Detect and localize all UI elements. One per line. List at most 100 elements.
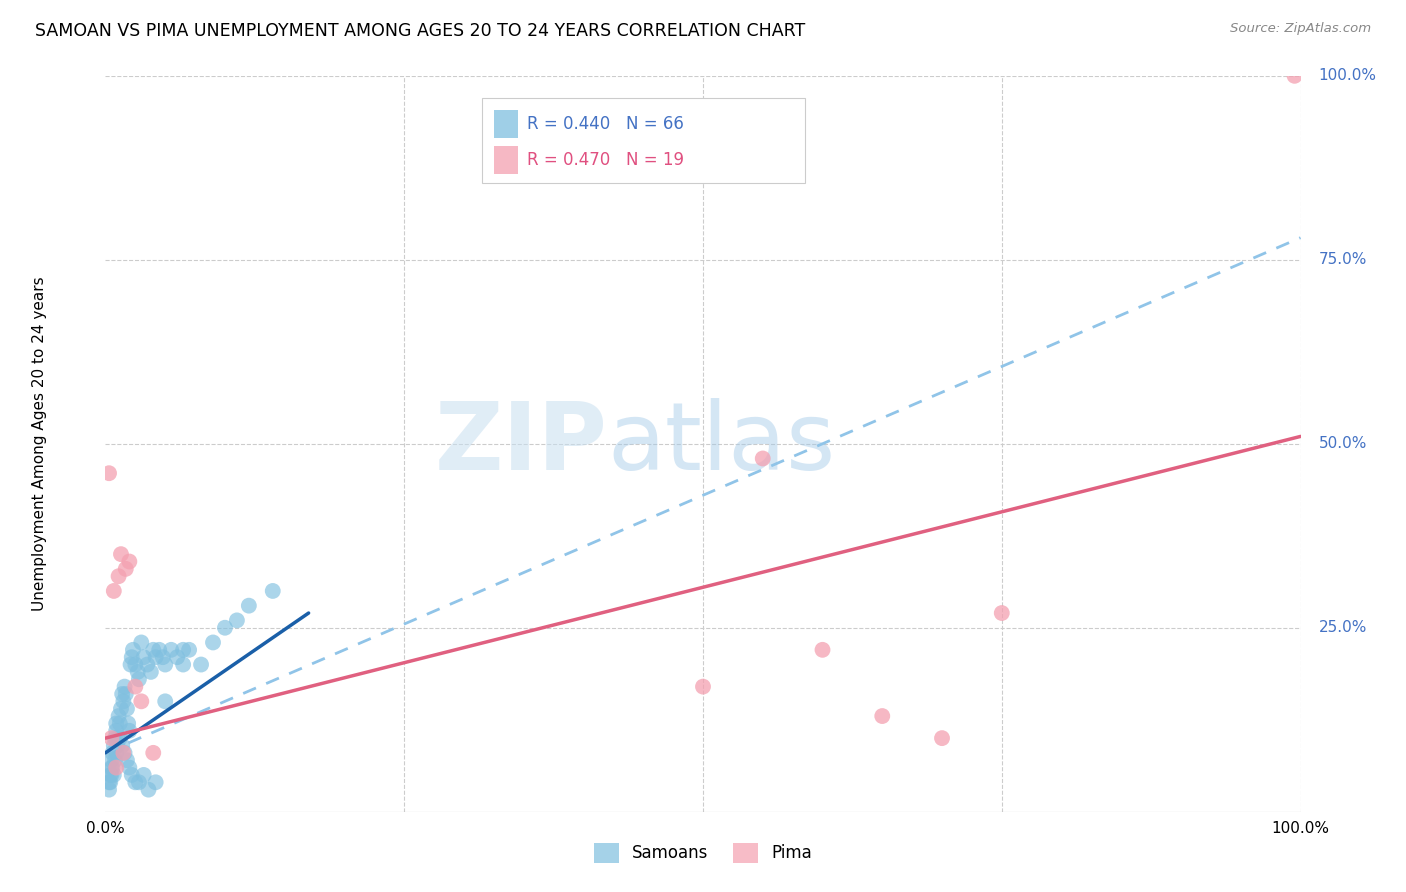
Pima [114, 562, 136, 576]
Samoans [114, 687, 136, 701]
Text: 100.0%: 100.0% [1319, 69, 1376, 83]
Pima [124, 680, 146, 694]
Text: 50.0%: 50.0% [1319, 436, 1367, 451]
Text: 25.0%: 25.0% [1319, 620, 1367, 635]
Samoans [172, 642, 194, 657]
Samoans [120, 657, 142, 672]
Samoans [160, 642, 183, 657]
Samoans [121, 650, 143, 665]
Samoans [129, 635, 153, 649]
Samoans [153, 657, 177, 672]
Samoans [132, 650, 155, 665]
Text: atlas: atlas [607, 398, 835, 490]
Samoans [107, 709, 129, 723]
Samoans [128, 775, 150, 789]
Samoans [108, 731, 131, 746]
Samoans [177, 642, 201, 657]
Samoans [172, 657, 194, 672]
Pima [105, 760, 128, 774]
Samoans [100, 768, 122, 782]
Samoans [152, 650, 174, 665]
Pima [129, 694, 153, 708]
Text: 75.0%: 75.0% [1319, 252, 1367, 268]
Samoans [238, 599, 260, 613]
Pima [811, 642, 834, 657]
Samoans [132, 768, 155, 782]
Samoans [153, 694, 177, 708]
Text: ZIP: ZIP [434, 398, 607, 490]
Samoans [101, 760, 124, 774]
Text: SAMOAN VS PIMA UNEMPLOYMENT AMONG AGES 20 TO 24 YEARS CORRELATION CHART: SAMOAN VS PIMA UNEMPLOYMENT AMONG AGES 2… [35, 22, 806, 40]
Samoans [138, 782, 160, 797]
Samoans [124, 775, 146, 789]
Samoans [145, 650, 167, 665]
Samoans [127, 665, 149, 679]
Samoans [190, 657, 212, 672]
Samoans [105, 723, 128, 738]
Samoans [100, 760, 122, 774]
Samoans [107, 739, 129, 753]
Samoans [115, 701, 138, 715]
Text: R = 0.470   N = 19: R = 0.470 N = 19 [527, 151, 685, 169]
Text: R = 0.440   N = 66: R = 0.440 N = 66 [527, 115, 685, 134]
Samoans [112, 694, 135, 708]
Samoans [202, 635, 225, 649]
Pima [118, 554, 141, 569]
Pima [931, 731, 953, 746]
Pima [990, 606, 1012, 620]
Samoans [107, 731, 129, 746]
Samoans [139, 665, 162, 679]
Samoans [225, 614, 249, 628]
Samoans [111, 739, 134, 753]
FancyBboxPatch shape [482, 98, 804, 183]
Samoans [214, 621, 236, 635]
Pima [110, 547, 132, 561]
Samoans [104, 731, 127, 746]
Samoans [98, 768, 121, 782]
Pima [107, 569, 129, 583]
Samoans [142, 642, 165, 657]
Samoans [98, 775, 121, 789]
Samoans [118, 760, 141, 774]
Samoans [105, 746, 128, 760]
Samoans [103, 739, 125, 753]
Samoans [136, 657, 159, 672]
Samoans [117, 716, 139, 731]
Samoans [105, 716, 128, 731]
Samoans [114, 680, 136, 694]
Pima [142, 746, 165, 760]
Pima [98, 466, 121, 480]
Samoans [111, 687, 134, 701]
Samoans [148, 642, 170, 657]
Samoans [110, 701, 132, 715]
Text: Unemployment Among Ages 20 to 24 years: Unemployment Among Ages 20 to 24 years [32, 277, 48, 611]
Pima [103, 584, 125, 599]
Samoans [122, 642, 145, 657]
Samoans [104, 753, 127, 767]
Samoans [101, 746, 124, 760]
FancyBboxPatch shape [494, 111, 517, 138]
Samoans [98, 775, 121, 789]
Samoans [115, 753, 138, 767]
Samoans [100, 753, 122, 767]
Pima [751, 451, 773, 466]
Samoans [103, 768, 125, 782]
Samoans [166, 650, 188, 665]
Samoans [262, 584, 284, 599]
Samoans [145, 775, 167, 789]
FancyBboxPatch shape [494, 145, 517, 174]
Legend: Samoans, Pima: Samoans, Pima [586, 836, 820, 870]
Samoans [124, 657, 146, 672]
Samoans [108, 716, 131, 731]
Samoans [118, 723, 141, 738]
Samoans [114, 746, 136, 760]
Text: Source: ZipAtlas.com: Source: ZipAtlas.com [1230, 22, 1371, 36]
Pima [692, 680, 714, 694]
Pima [112, 746, 135, 760]
Samoans [128, 673, 150, 687]
Pima [100, 731, 122, 746]
Samoans [121, 768, 143, 782]
Pima [1284, 69, 1306, 83]
Samoans [98, 782, 121, 797]
Pima [872, 709, 894, 723]
